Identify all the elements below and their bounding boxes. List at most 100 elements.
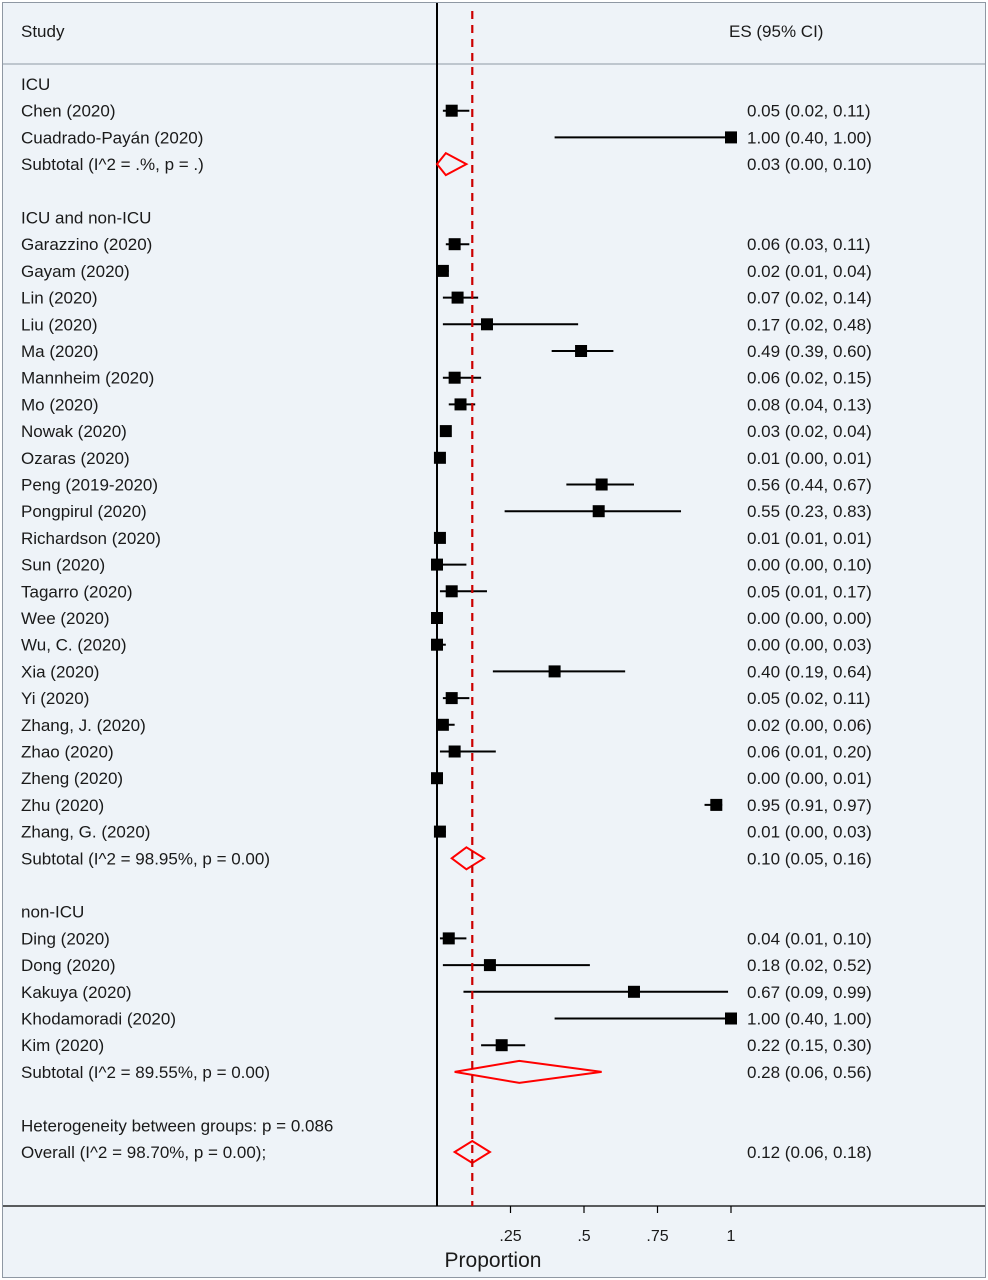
subtotal-es-value: 0.03 (0.00, 0.10) <box>747 155 872 174</box>
point-marker <box>431 772 443 785</box>
study-label: Cuadrado-Payán (2020) <box>21 128 203 147</box>
study-label: Kakuya (2020) <box>21 983 132 1002</box>
es-value: 0.05 (0.02, 0.11) <box>747 102 871 121</box>
point-marker <box>445 585 458 598</box>
point-marker <box>436 264 449 277</box>
point-marker <box>433 825 446 838</box>
subtotal-es-value: 0.10 (0.05, 0.16) <box>747 849 872 868</box>
point-marker <box>448 238 461 251</box>
study-label: Ma (2020) <box>21 342 98 361</box>
point-marker <box>495 1039 508 1052</box>
study-label: Richardson (2020) <box>21 529 161 548</box>
es-value: 0.08 (0.04, 0.13) <box>747 395 872 414</box>
subtotal-label: Subtotal (I^2 = 89.55%, p = 0.00) <box>21 1063 270 1082</box>
study-label: Mannheim (2020) <box>21 369 154 388</box>
point-marker <box>436 718 449 731</box>
study-label: Liu (2020) <box>21 315 98 334</box>
subtotal-diamond <box>435 151 469 177</box>
es-value: 0.03 (0.02, 0.04) <box>747 422 872 441</box>
es-column-header: ES (95% CI) <box>729 22 823 41</box>
study-label: Lin (2020) <box>21 289 98 308</box>
study-label: Zhu (2020) <box>21 796 104 815</box>
heterogeneity-text: Heterogeneity between groups: p = 0.086 <box>21 1116 333 1135</box>
study-label: Tagarro (2020) <box>21 582 133 601</box>
overall-label: Overall (I^2 = 98.70%, p = 0.00); <box>21 1143 266 1162</box>
es-value: 0.55 (0.23, 0.83) <box>747 502 872 521</box>
study-label: Garazzino (2020) <box>21 235 152 254</box>
es-value: 0.67 (0.09, 0.99) <box>747 983 872 1002</box>
x-tick-label: 1 <box>727 1228 736 1245</box>
subtotal-label: Subtotal (I^2 = .%, p = .) <box>21 155 204 174</box>
point-marker <box>431 558 443 571</box>
forest-plot: Study ES (95% CI) Proportion ICU Chen (20… <box>3 3 985 1272</box>
point-marker <box>431 638 443 651</box>
es-value: 0.18 (0.02, 0.52) <box>747 956 872 975</box>
point-marker <box>433 531 446 544</box>
point-marker <box>448 745 461 758</box>
es-value: 0.06 (0.01, 0.20) <box>747 743 872 762</box>
es-value: 0.00 (0.00, 0.01) <box>747 769 872 788</box>
study-label: Ding (2020) <box>21 929 110 948</box>
point-marker <box>445 104 458 117</box>
x-tick-label: .75 <box>646 1228 668 1245</box>
es-value: 0.95 (0.91, 0.97) <box>747 796 872 815</box>
subtotal-diamond <box>454 1059 602 1084</box>
point-marker <box>725 131 737 144</box>
study-label: Gayam (2020) <box>21 262 130 281</box>
es-value: 0.01 (0.01, 0.01) <box>747 529 872 548</box>
study-label: Nowak (2020) <box>21 422 127 441</box>
point-marker <box>439 425 452 438</box>
study-label: Zhao (2020) <box>21 743 114 762</box>
point-marker <box>431 612 443 624</box>
es-value: 0.07 (0.02, 0.14) <box>747 289 872 308</box>
study-label: Peng (2019-2020) <box>21 476 158 495</box>
study-label: Zhang, J. (2020) <box>21 716 146 735</box>
es-value: 0.49 (0.39, 0.60) <box>747 342 872 361</box>
point-marker <box>592 505 605 518</box>
es-value: 0.40 (0.19, 0.64) <box>747 662 872 681</box>
study-label: Dong (2020) <box>21 956 116 975</box>
point-marker <box>575 345 588 357</box>
es-value: 1.00 (0.40, 1.00) <box>747 1010 872 1029</box>
study-label: Wee (2020) <box>21 609 110 628</box>
study-label: Sun (2020) <box>21 556 105 575</box>
subtotal-label: Subtotal (I^2 = 98.95%, p = 0.00) <box>21 849 270 868</box>
point-marker <box>433 451 446 464</box>
point-marker <box>627 985 640 998</box>
es-value: 0.22 (0.15, 0.30) <box>747 1036 872 1055</box>
study-label: Wu, C. (2020) <box>21 636 127 655</box>
study-label: Khodamoradi (2020) <box>21 1010 176 1029</box>
point-marker <box>454 398 467 411</box>
study-label: Kim (2020) <box>21 1036 104 1055</box>
point-marker <box>595 478 608 491</box>
es-value: 0.01 (0.00, 0.03) <box>747 823 872 842</box>
study-label: Yi (2020) <box>21 689 89 708</box>
point-marker <box>442 932 455 945</box>
es-value: 0.00 (0.00, 0.10) <box>747 556 872 575</box>
group-heading: ICU <box>21 75 50 94</box>
es-value: 0.04 (0.01, 0.10) <box>747 929 872 948</box>
es-value: 0.17 (0.02, 0.48) <box>747 315 872 334</box>
overall-diamond <box>452 1139 492 1165</box>
point-marker <box>480 318 493 331</box>
point-marker <box>548 665 561 678</box>
overall-es-value: 0.12 (0.06, 0.18) <box>747 1143 872 1162</box>
x-axis-title: Proportion <box>445 1249 542 1272</box>
es-value: 0.01 (0.00, 0.01) <box>747 449 872 468</box>
x-tick-label: .5 <box>577 1228 590 1245</box>
group-heading: non-ICU <box>21 903 84 922</box>
es-value: 0.06 (0.03, 0.11) <box>747 235 871 254</box>
study-label: Chen (2020) <box>21 102 116 121</box>
es-value: 0.56 (0.44, 0.67) <box>747 476 872 495</box>
es-value: 0.02 (0.01, 0.04) <box>747 262 872 281</box>
es-value: 0.00 (0.00, 0.03) <box>747 636 872 655</box>
es-value: 0.02 (0.00, 0.06) <box>747 716 872 735</box>
point-marker <box>448 371 461 384</box>
study-label: Zhang, G. (2020) <box>21 823 150 842</box>
es-value: 0.05 (0.02, 0.11) <box>747 689 871 708</box>
point-marker <box>445 692 458 705</box>
point-marker <box>710 798 723 811</box>
point-marker <box>725 1012 737 1025</box>
study-label: Pongpirul (2020) <box>21 502 147 521</box>
